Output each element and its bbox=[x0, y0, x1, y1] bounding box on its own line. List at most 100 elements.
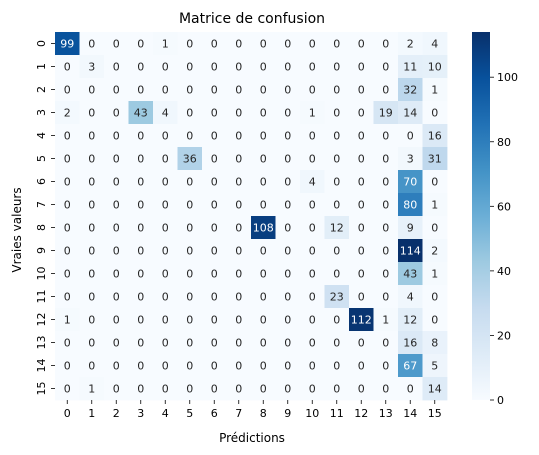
heatmap-cell bbox=[275, 239, 301, 263]
heatmap-cell bbox=[104, 55, 129, 79]
cell-value: 0 bbox=[284, 153, 291, 166]
cell-value: 0 bbox=[113, 199, 120, 212]
heatmap-cell bbox=[79, 331, 105, 355]
heatmap-cell bbox=[324, 377, 350, 401]
cell-value: 0 bbox=[64, 337, 71, 350]
cell-value: 0 bbox=[211, 153, 218, 166]
cell-value: 0 bbox=[284, 107, 291, 120]
heatmap-cell bbox=[275, 124, 301, 148]
heatmap-cell bbox=[104, 78, 129, 102]
heatmap-cell bbox=[226, 239, 252, 263]
cell-value: 0 bbox=[309, 61, 316, 74]
heatmap-cell bbox=[104, 308, 129, 332]
cell-value: 0 bbox=[407, 383, 414, 396]
heatmap-cell bbox=[55, 124, 80, 148]
colorbar-tick-label: 60 bbox=[497, 200, 511, 213]
cell-value: 0 bbox=[284, 268, 291, 281]
cell-value: 0 bbox=[186, 176, 193, 189]
cell-value: 0 bbox=[211, 38, 218, 51]
cell-value: 0 bbox=[64, 245, 71, 258]
cell-value: 0 bbox=[186, 222, 193, 235]
cell-value: 0 bbox=[186, 38, 193, 51]
heatmap-cell bbox=[226, 331, 252, 355]
heatmap-cell bbox=[324, 262, 350, 286]
heatmap-cell bbox=[226, 147, 252, 171]
cell-value: 0 bbox=[431, 291, 438, 304]
cell-value: 0 bbox=[333, 38, 340, 51]
cell-value: 0 bbox=[137, 176, 144, 189]
heatmap-cell bbox=[226, 55, 252, 79]
heatmap-cell bbox=[128, 331, 154, 355]
cell-value: 0 bbox=[186, 337, 193, 350]
cell-value: 0 bbox=[211, 199, 218, 212]
cell-value: 0 bbox=[211, 383, 218, 396]
heatmap-cell bbox=[349, 285, 374, 309]
cell-value: 0 bbox=[382, 176, 389, 189]
heatmap-cell bbox=[79, 262, 105, 286]
cell-value: 0 bbox=[211, 337, 218, 350]
cell-value: 0 bbox=[64, 383, 71, 396]
cell-value: 0 bbox=[260, 130, 267, 143]
heatmap-cell bbox=[128, 239, 154, 263]
heatmap-cell bbox=[251, 124, 276, 148]
heatmap-cell bbox=[324, 354, 350, 378]
cell-value: 0 bbox=[309, 383, 316, 396]
x-tick-label: 3 bbox=[137, 407, 144, 420]
heatmap-cell bbox=[300, 193, 325, 217]
cell-value: 0 bbox=[309, 199, 316, 212]
heatmap-cell bbox=[128, 170, 154, 194]
heatmap-cell bbox=[275, 55, 301, 79]
cell-value: 0 bbox=[113, 222, 120, 235]
cell-value: 0 bbox=[137, 383, 144, 396]
cell-value: 0 bbox=[88, 222, 95, 235]
heatmap-cell bbox=[202, 216, 227, 240]
cell-value: 0 bbox=[113, 291, 120, 304]
cell-value: 0 bbox=[358, 245, 365, 258]
cell-value: 0 bbox=[64, 222, 71, 235]
cell-value: 0 bbox=[211, 130, 218, 143]
heatmap-cell bbox=[79, 239, 105, 263]
cell-value: 5 bbox=[431, 360, 438, 373]
heatmap-cell bbox=[275, 377, 301, 401]
heatmap-cell bbox=[349, 101, 374, 125]
heatmap-cell bbox=[373, 262, 399, 286]
y-tick-label: 4 bbox=[35, 132, 48, 139]
cell-value: 31 bbox=[428, 153, 442, 166]
cell-value: 0 bbox=[88, 291, 95, 304]
heatmap-cell bbox=[177, 147, 203, 171]
cell-value: 0 bbox=[235, 153, 242, 166]
cell-value: 0 bbox=[162, 314, 169, 327]
cell-value: 0 bbox=[88, 153, 95, 166]
cell-value: 0 bbox=[137, 153, 144, 166]
cell-value: 0 bbox=[211, 291, 218, 304]
heatmap-cell bbox=[398, 101, 423, 125]
heatmap-cell bbox=[79, 285, 105, 309]
heatmap-cell bbox=[251, 101, 276, 125]
heatmap-cell bbox=[55, 239, 80, 263]
cell-value: 0 bbox=[358, 61, 365, 74]
heatmap-cell bbox=[177, 239, 203, 263]
cell-value: 16 bbox=[403, 337, 417, 350]
cell-value: 0 bbox=[64, 360, 71, 373]
cell-value: 0 bbox=[211, 107, 218, 120]
heatmap-cell bbox=[251, 308, 276, 332]
heatmap-cell bbox=[398, 377, 423, 401]
cell-value: 0 bbox=[260, 199, 267, 212]
cell-value: 0 bbox=[382, 383, 389, 396]
heatmap-cell bbox=[226, 78, 252, 102]
x-tick-label: 5 bbox=[186, 407, 193, 420]
cell-value: 0 bbox=[113, 268, 120, 281]
heatmap-cell bbox=[422, 193, 448, 217]
y-tick-label: 13 bbox=[35, 336, 48, 350]
heatmap-cell bbox=[202, 331, 227, 355]
heatmap-cell bbox=[226, 216, 252, 240]
y-tick-label: 12 bbox=[35, 313, 48, 327]
cell-value: 0 bbox=[137, 130, 144, 143]
heatmap-cell bbox=[128, 285, 154, 309]
heatmap-cell bbox=[55, 101, 80, 125]
heatmap-cell bbox=[202, 308, 227, 332]
heatmap-cell bbox=[422, 78, 448, 102]
heatmap-cell bbox=[251, 32, 276, 56]
cell-value: 0 bbox=[186, 383, 193, 396]
